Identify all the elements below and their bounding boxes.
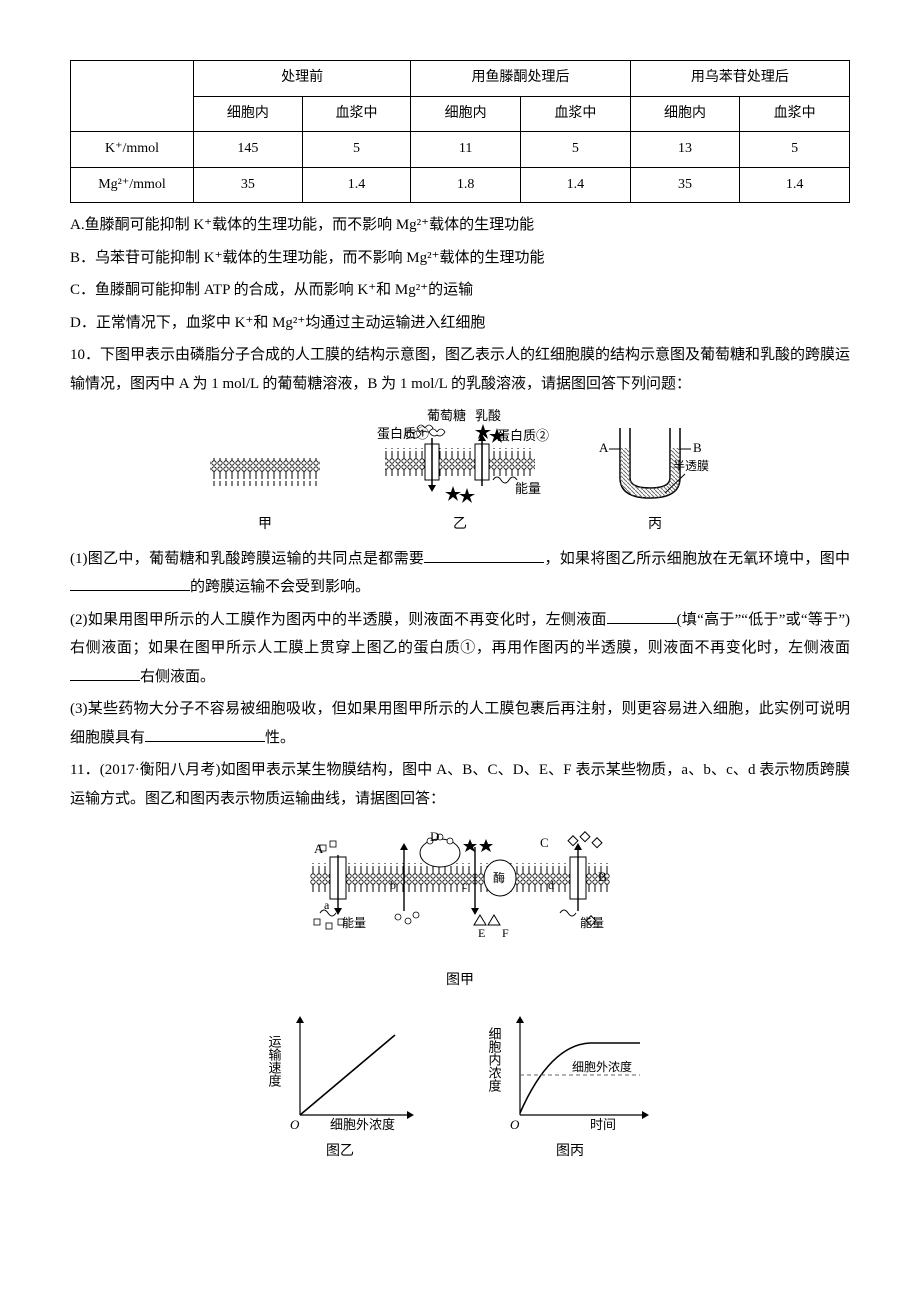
q10-figure: 甲 <box>70 408 850 539</box>
caption-graph-bing: 图丙 <box>556 1139 584 1166</box>
label-B: B <box>598 869 607 884</box>
label-D: D <box>430 829 439 844</box>
fig-yi-icon: 蛋白质① 葡萄糖 乳酸 蛋白质② 能量 <box>365 408 555 508</box>
option-c: C．鱼滕酮可能抑制 ATP 的合成，从而影响 K⁺和 Mg²⁺的运输 <box>70 276 850 305</box>
option-d: D．正常情况下，血浆中 K⁺和 Mg²⁺均通过主动运输进入红细胞 <box>70 309 850 338</box>
label-energy-r: 能量 <box>580 916 604 930</box>
label-enzyme: 酶 <box>493 870 505 885</box>
sub-plasma-1: 血浆中 <box>302 96 411 132</box>
sub-intra-3: 细胞内 <box>630 96 740 132</box>
fig-jia2-icon: 酶 <box>280 823 640 953</box>
label-c: c <box>462 878 467 892</box>
origin-yi: O <box>290 1117 300 1132</box>
q10-1: (1)图乙中，葡萄糖和乳酸跨膜运输的共同点是都需要，如果将图乙所示细胞放在无氧环… <box>70 545 850 602</box>
label-protein1: 蛋白质① <box>377 426 429 441</box>
q10-stem: 10．下图甲表示由磷脂分子合成的人工膜的结构示意图，图乙表示人的红细胞膜的结构示… <box>70 341 850 398</box>
graph-yi-icon: 运输速度 O 细胞外浓度 <box>260 1005 420 1135</box>
sub-plasma-3: 血浆中 <box>740 96 850 132</box>
q10-2: (2)如果用图甲所示的人工膜作为图丙中的半透膜，则液面不再变化时，左侧液面(填“… <box>70 606 850 692</box>
q11-stem: 11．(2017·衡阳八月考)如图甲表示某生物膜结构，图中 A、B、C、D、E、… <box>70 756 850 813</box>
option-a: A.鱼滕酮可能抑制 K⁺载体的生理功能，而不影响 Mg²⁺载体的生理功能 <box>70 211 850 240</box>
label-C: C <box>540 835 549 850</box>
sub-plasma-2: 血浆中 <box>521 96 631 132</box>
origin-bing: O <box>510 1117 520 1132</box>
label-energy-l: 能量 <box>342 916 366 930</box>
xlabel-bing: 时间 <box>590 1117 616 1132</box>
label-membrane: 半透膜 <box>673 459 709 473</box>
q11-figure-bottom: 运输速度 O 细胞外浓度 图乙 细胞外浓度 细胞内浓度 O 时间 图丙 <box>70 1005 850 1166</box>
sub-intra-1: 细胞内 <box>194 96 303 132</box>
caption-yi: 乙 <box>453 512 467 539</box>
col-fish: 用鱼滕酮处理后 <box>411 61 630 97</box>
fig-jia-icon <box>205 438 325 508</box>
q10-3: (3)某些药物大分子不容易被细胞吸收，但如果用图甲所示的人工膜包裹后再注射，则更… <box>70 695 850 752</box>
label-B: B <box>693 440 702 455</box>
q11-figure-top: 酶 <box>70 823 850 994</box>
label-lactate: 乳酸 <box>475 408 501 423</box>
ylabel-bing: 细胞内浓度 <box>487 1027 502 1092</box>
col-oua: 用乌苯苷处理后 <box>630 61 849 97</box>
label-a: a <box>324 898 330 912</box>
table-row: K⁺/mmol 145 5 11 5 13 5 <box>71 132 850 168</box>
table-row: Mg²⁺/mmol 35 1.4 1.8 1.4 35 1.4 <box>71 167 850 203</box>
label-b: b <box>390 878 396 892</box>
option-b: B．乌苯苷可能抑制 K⁺载体的生理功能，而不影响 Mg²⁺载体的生理功能 <box>70 244 850 273</box>
label-A: A <box>599 440 609 455</box>
label-d: d <box>548 878 554 892</box>
sub-intra-2: 细胞内 <box>411 96 521 132</box>
caption-top: 图甲 <box>70 968 850 995</box>
xlabel-yi: 细胞外浓度 <box>330 1117 395 1132</box>
label-F: F <box>502 926 509 940</box>
col-before: 处理前 <box>194 61 411 97</box>
graph-bing-icon: 细胞外浓度 细胞内浓度 O 时间 <box>480 1005 660 1135</box>
caption-jia: 甲 <box>258 512 272 539</box>
label-E: E <box>478 926 485 940</box>
label-glucose: 葡萄糖 <box>427 408 466 423</box>
label-protein2: 蛋白质② <box>497 428 549 443</box>
label-energy: 能量 <box>515 481 541 496</box>
data-table: 处理前 用鱼滕酮处理后 用乌苯苷处理后 细胞内 血浆中 细胞内 血浆中 细胞内 … <box>70 60 850 203</box>
caption-bing: 丙 <box>648 512 662 539</box>
ylabel-yi: 运输速度 <box>267 1035 282 1087</box>
fig-bing-icon: A B 半透膜 <box>595 418 715 508</box>
dashline-label: 细胞外浓度 <box>572 1059 632 1074</box>
caption-graph-yi: 图乙 <box>326 1139 354 1166</box>
label-A: A <box>314 841 324 856</box>
